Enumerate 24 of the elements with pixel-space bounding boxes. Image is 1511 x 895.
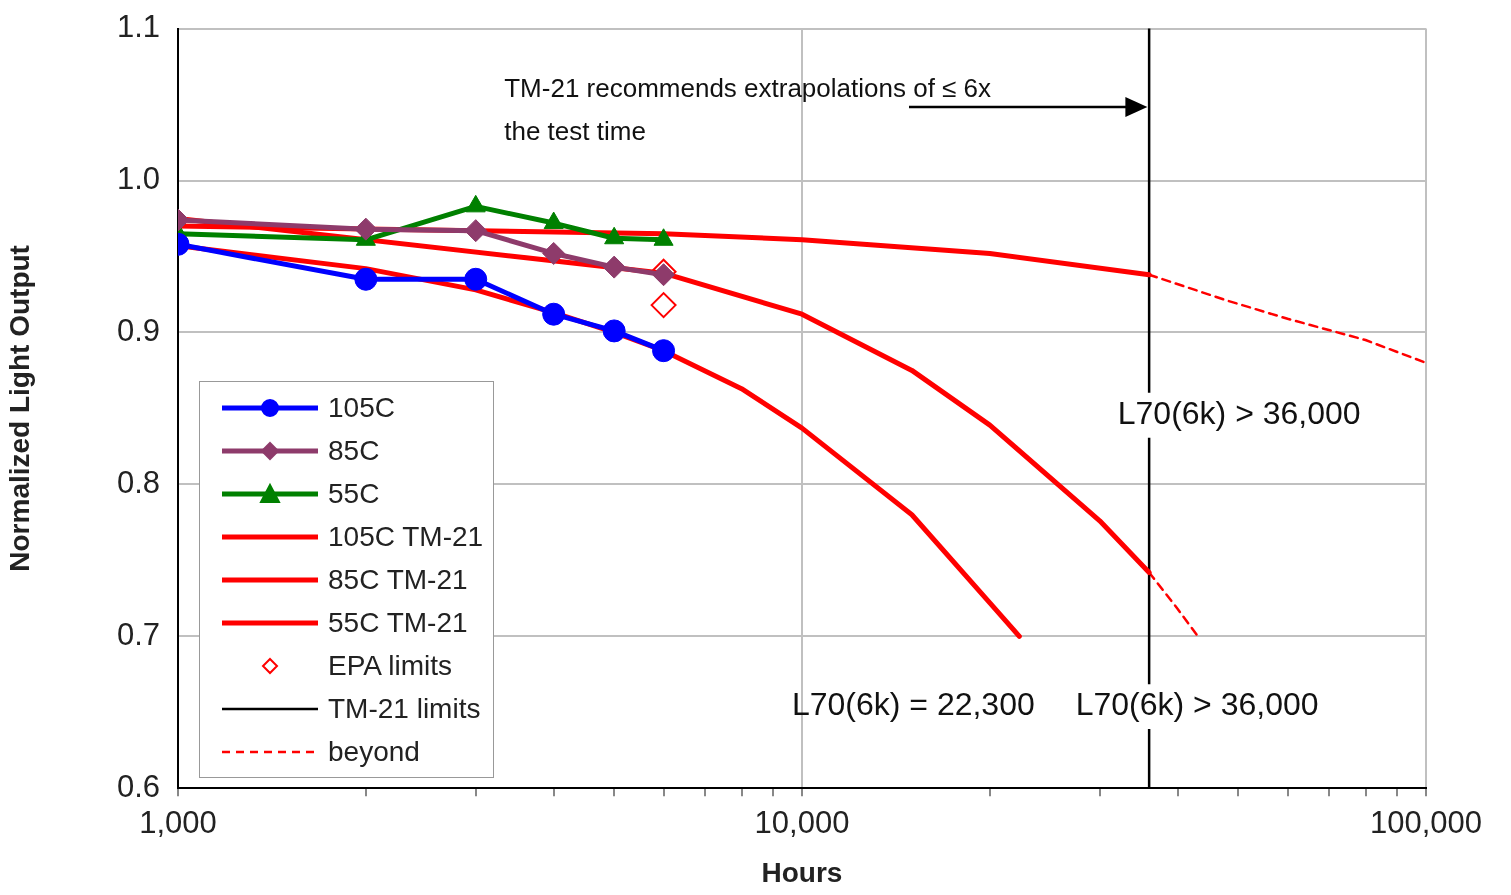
annotation: L70(6k) = 22,300 — [791, 686, 1035, 723]
x-tick-label: 100,000 — [1369, 805, 1483, 841]
legend-label: 105C — [328, 391, 395, 424]
legend-label: 55C — [328, 477, 380, 510]
annotation: L70(6k) > 36,000 — [1075, 686, 1319, 723]
x-tick-label: 1,000 — [139, 805, 217, 841]
annotation: L70(6k) > 36,000 — [1117, 395, 1361, 432]
y-tick-label: 0.9 — [116, 312, 160, 348]
x-axis-title: Hours — [761, 856, 843, 888]
legend-label: beyond — [328, 735, 420, 768]
y-tick-label: 0.8 — [116, 464, 160, 500]
legend-label: 85C TM-21 — [328, 563, 468, 596]
y-tick-label: 1.1 — [116, 9, 160, 45]
y-tick-label: 0.6 — [116, 768, 160, 804]
legend-label: 55C TM-21 — [328, 606, 468, 639]
legend-label: EPA limits — [328, 649, 452, 682]
annotation: TM-21 recommends extrapolations of ≤ 6x the test time — [504, 72, 992, 146]
y-tick-label: 1.0 — [116, 161, 160, 197]
x-tick-label: 10,000 — [754, 805, 850, 841]
y-tick-label: 0.7 — [116, 616, 160, 652]
y-axis-title: Normalized Light Output — [3, 245, 35, 572]
legend-label: 85C — [328, 434, 380, 467]
legend-label: 105C TM-21 — [328, 520, 484, 553]
legend-label: TM-21 limits — [328, 692, 481, 725]
